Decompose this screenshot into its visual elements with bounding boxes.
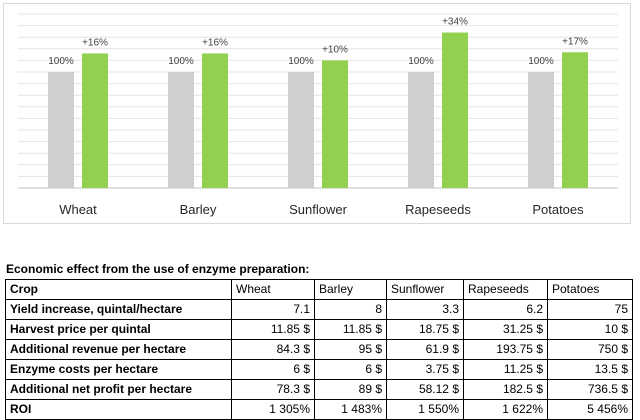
table-cell: 1 550% <box>386 399 464 420</box>
enzyme-bar-sunflower <box>322 60 348 188</box>
category-label-rapeseeds: Rapeseeds <box>405 202 471 217</box>
row-label: Additional net profit per hectare <box>5 379 232 400</box>
table-cell: 193.75 $ <box>463 339 548 360</box>
table-cell: 6 $ <box>314 359 387 380</box>
baseline-label-rapeseeds: 100% <box>408 56 434 67</box>
crop-header: Sunflower <box>386 279 464 300</box>
table-cell: 1 622% <box>463 399 548 420</box>
table-cell: 18.75 $ <box>386 319 464 340</box>
table-cell: 95 $ <box>314 339 387 360</box>
crop-header: Wheat <box>231 279 315 300</box>
baseline-bar-sunflower <box>288 72 314 188</box>
chart-frame: 100% +16% Wheat 100% +16% Barley 100% +10% Sunfl… <box>3 3 631 224</box>
crop-column-header: Crop <box>5 279 232 300</box>
table-row: ROI 1 305% 1 483% 1 550% 1 622% 5 456% <box>5 399 633 420</box>
enzyme-bar-rapeseeds <box>442 32 468 188</box>
table-cell: 182.5 $ <box>463 379 548 400</box>
enzyme-label-wheat: +16% <box>82 37 108 48</box>
enzyme-bar-potatoes <box>562 52 588 188</box>
table-row: Enzyme costs per hectare 6 $6 $3.75 $11.2… <box>5 359 633 380</box>
row-label: Additional revenue per hectare <box>5 339 232 360</box>
bar-chart: 100% +16% Wheat 100% +16% Barley 100% +10% Sunfl… <box>18 13 618 217</box>
crop-header: Potatoes <box>547 279 633 300</box>
table-cell: 78.3 $ <box>231 379 315 400</box>
enzyme-bar-barley <box>202 53 228 188</box>
baseline-label-potatoes: 100% <box>528 56 554 67</box>
table-header-row: Crop Wheat Barley Sunflower Rapeseeds Potatoe… <box>5 279 633 300</box>
table-cell: 75 <box>547 299 633 320</box>
table-cell: 5 456% <box>547 399 633 420</box>
table-cell: 7.1 <box>231 299 315 320</box>
category-label-barley: Barley <box>180 202 217 217</box>
table-cell: 1 483% <box>314 399 387 420</box>
table-cell: 6 $ <box>231 359 315 380</box>
table-cell: 750 $ <box>547 339 633 360</box>
table-cell: 11.85 $ <box>314 319 387 340</box>
crop-header: Rapeseeds <box>463 279 548 300</box>
baseline-bar-wheat <box>48 72 74 188</box>
table-cell: 84.3 $ <box>231 339 315 360</box>
table-cell: 736.5 $ <box>547 379 633 400</box>
baseline-label-sunflower: 100% <box>288 56 314 67</box>
baseline-bar-rapeseeds <box>408 72 434 188</box>
enzyme-label-sunflower: +10% <box>322 44 348 55</box>
category-label-sunflower: Sunflower <box>289 202 347 217</box>
table-row: Additional net profit per hectare 78.3 $8… <box>5 379 633 400</box>
table-row: Additional revenue per hectare 84.3 $95 $… <box>5 339 633 360</box>
table-cell: 3.75 $ <box>386 359 464 380</box>
enzyme-label-potatoes: +17% <box>562 36 588 47</box>
baseline-bar-potatoes <box>528 72 554 188</box>
table-row: Yield increase, quintal/hectare 7.1 8 3.3 6.… <box>5 299 633 320</box>
category-label-potatoes: Potatoes <box>532 202 584 217</box>
table-cell: 31.25 $ <box>463 319 548 340</box>
row-label: Enzyme costs per hectare <box>5 359 232 380</box>
table-cell: 11.25 $ <box>463 359 548 380</box>
table-title: Economic effect from the use of enzyme p… <box>6 262 310 276</box>
table-cell: 89 $ <box>314 379 387 400</box>
enzyme-label-barley: +16% <box>202 37 228 48</box>
crop-header: Barley <box>314 279 387 300</box>
table-cell: 8 <box>314 299 387 320</box>
table-cell: 61.9 $ <box>386 339 464 360</box>
table-row: Harvest price per quintal 11.85 $11.85 $1… <box>5 319 633 340</box>
table-cell: 10 $ <box>547 319 633 340</box>
baseline-label-barley: 100% <box>168 56 194 67</box>
baseline-label-wheat: 100% <box>48 56 74 67</box>
row-label: Harvest price per quintal <box>5 319 232 340</box>
baseline-bar-barley <box>168 72 194 188</box>
table-cell: 13.5 $ <box>547 359 633 380</box>
economic-effect-table: Crop Wheat Barley Sunflower Rapeseeds Potatoe… <box>5 279 633 420</box>
enzyme-bar-wheat <box>82 53 108 188</box>
table-cell: 1 305% <box>231 399 315 420</box>
enzyme-label-rapeseeds: +34% <box>442 17 468 28</box>
row-label: Yield increase, quintal/hectare <box>5 299 232 320</box>
category-label-wheat: Wheat <box>59 202 97 217</box>
table-cell: 3.3 <box>386 299 464 320</box>
table-cell: 6.2 <box>463 299 548 320</box>
table-cell: 11.85 $ <box>231 319 315 340</box>
table-cell: 58.12 $ <box>386 379 464 400</box>
row-label: ROI <box>5 399 232 420</box>
